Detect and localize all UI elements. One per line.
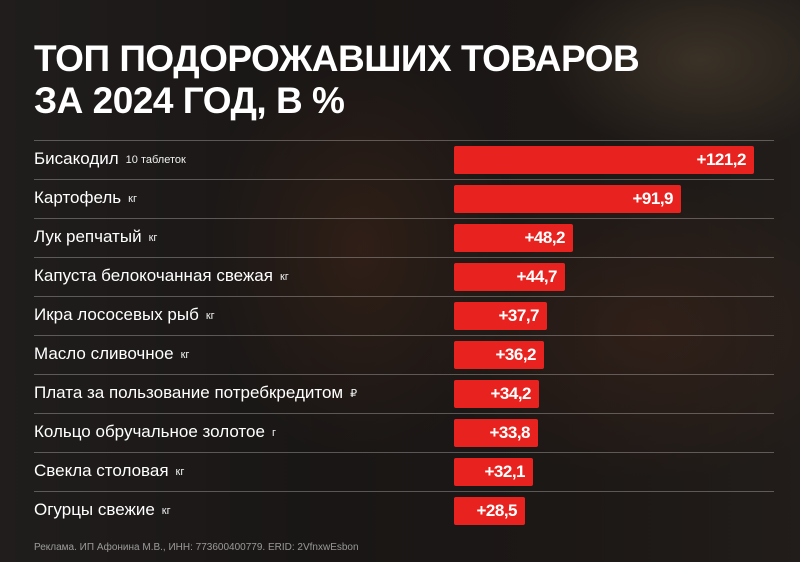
category-label: Огурцы свежие кг	[34, 498, 171, 523]
bar-row: Икра лососевых рыб кг +37,7	[34, 296, 774, 334]
bar-value-label: +33,8	[489, 423, 530, 442]
bar-value-label: +91,9	[632, 189, 673, 208]
category-name: Капуста белокочанная свежая	[34, 266, 273, 285]
bar-row: Свекла столовая кг +32,1	[34, 452, 774, 490]
bar	[454, 185, 681, 213]
category-name: Бисакодил	[34, 149, 119, 168]
bar-value-label: +32,1	[484, 462, 525, 481]
category-name: Кольцо обручальное золотое	[34, 422, 265, 441]
bar-value-label: +48,2	[524, 228, 565, 247]
category-label: Капуста белокочанная свежая кг	[34, 264, 289, 289]
bar-row: Картофель кг +91,9	[34, 179, 774, 217]
bar-row: Кольцо обручальное золотое г +33,8	[34, 413, 774, 451]
bar-value-label: +44,7	[516, 267, 557, 286]
bar-value-label: +28,5	[476, 501, 517, 520]
category-unit: кг	[161, 504, 171, 517]
category-name: Свекла столовая	[34, 461, 169, 480]
bar	[454, 497, 525, 525]
category-unit: кг	[175, 465, 185, 478]
category-label: Свекла столовая кг	[34, 459, 184, 484]
bar-row: Капуста белокочанная свежая кг +44,7	[34, 257, 774, 295]
category-label: Масло сливочное кг	[34, 342, 189, 367]
category-unit: кг	[128, 192, 137, 205]
bar	[454, 419, 538, 447]
category-unit: г	[271, 426, 276, 439]
bar	[454, 458, 533, 486]
category-name: Масло сливочное	[34, 344, 174, 363]
category-unit: кг	[279, 270, 289, 283]
chart-title-line-2: ЗА 2024 ГОД, В %	[34, 80, 345, 121]
bar-row: Огурцы свежие кг +28,5	[34, 491, 774, 529]
bar	[454, 341, 544, 369]
category-unit: кг	[205, 309, 215, 322]
bar	[454, 380, 539, 408]
bar-value-label: +37,7	[498, 306, 539, 325]
category-name: Плата за пользование потребкредитом	[34, 383, 344, 402]
chart-title-line-1: ТОП ПОДОРОЖАВШИХ ТОВАРОВ	[34, 38, 640, 79]
category-name: Икра лососевых рыб	[34, 305, 199, 324]
category-unit: кг	[180, 348, 190, 361]
category-label: Бисакодил 10 таблеток	[34, 147, 186, 172]
category-label: Плата за пользование потребкредитом ₽	[34, 381, 357, 406]
ad-footnote: Реклама. ИП Афонина М.В., ИНН: 773600400…	[34, 542, 359, 553]
bar-value-label: +121,2	[696, 150, 747, 169]
bar-row: Масло сливочное кг +36,2	[34, 335, 774, 373]
category-unit: кг	[148, 231, 158, 244]
bar	[454, 146, 754, 174]
category-name: Картофель	[34, 188, 122, 207]
category-label: Лук репчатый кг	[34, 225, 157, 250]
category-label: Картофель кг	[34, 186, 137, 211]
bar-value-label: +36,2	[495, 345, 536, 364]
chart-title: ТОП ПОДОРОЖАВШИХ ТОВАРОВ ЗА 2024 ГОД, В …	[34, 38, 640, 122]
bar	[454, 263, 565, 291]
category-unit: 10 таблеток	[125, 153, 186, 166]
category-name: Лук репчатый	[34, 227, 142, 246]
bar	[454, 224, 573, 252]
category-unit: ₽	[350, 387, 358, 400]
category-name: Огурцы свежие	[34, 500, 155, 519]
bar-value-label: +34,2	[490, 384, 531, 403]
bar	[454, 302, 547, 330]
bar-row: Бисакодил 10 таблеток +121,2	[34, 140, 774, 178]
category-label: Кольцо обручальное золотое г	[34, 420, 276, 445]
bar-row: Лук репчатый кг +48,2	[34, 218, 774, 256]
category-label: Икра лососевых рыб кг	[34, 303, 215, 328]
bar-row: Плата за пользование потребкредитом ₽ +34,…	[34, 374, 774, 412]
